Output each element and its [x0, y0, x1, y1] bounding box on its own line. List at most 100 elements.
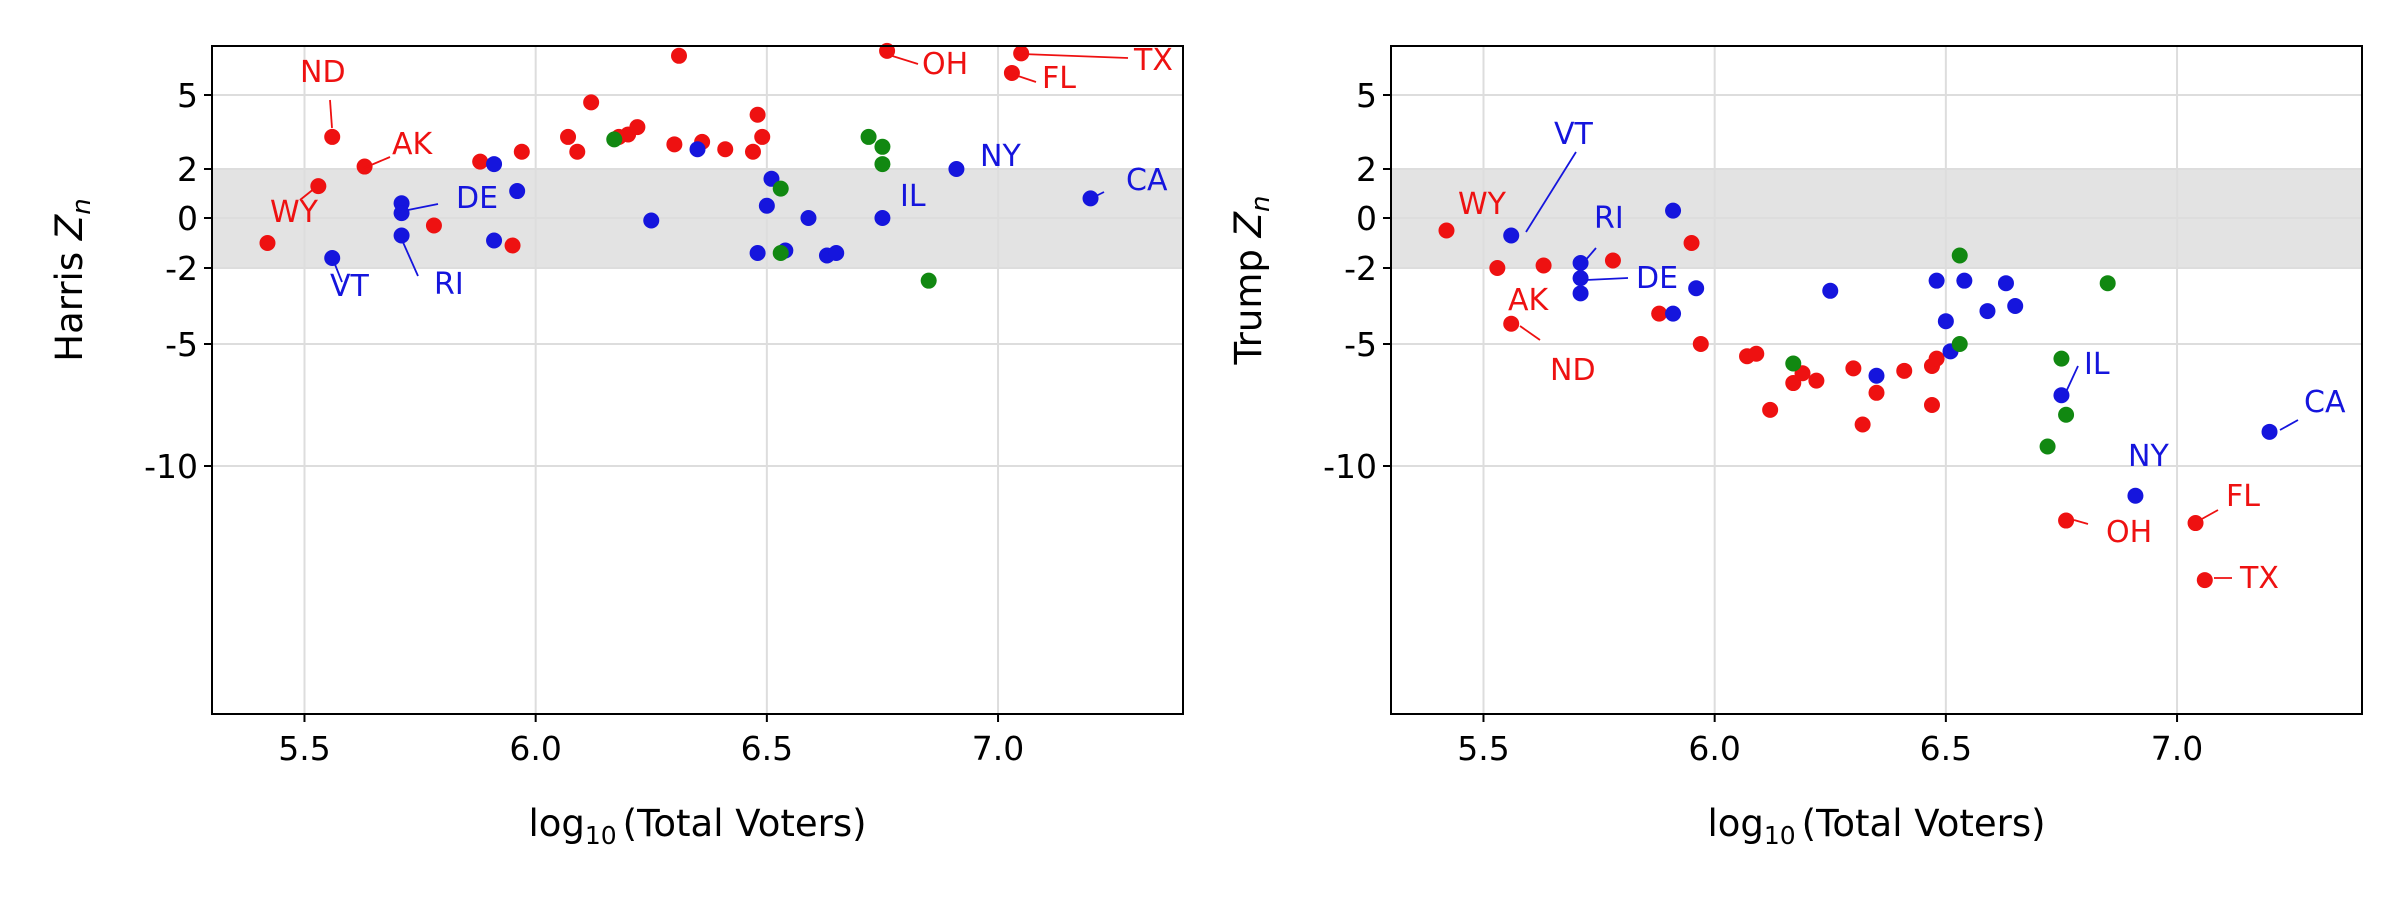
- y-tick-label: -10: [144, 447, 198, 486]
- state-label-de: DE: [456, 181, 498, 216]
- label-leader-line: [1583, 247, 1597, 263]
- data-point-red: [629, 119, 646, 136]
- data-point-red: [1692, 336, 1709, 352]
- label-leader-line: [2073, 519, 2089, 525]
- state-label-vt: VT: [330, 269, 370, 304]
- y-tick-label: -2: [1344, 249, 1377, 288]
- y-tick-label: 5: [177, 76, 198, 115]
- data-point-red: [356, 158, 373, 175]
- x-tick-label: 6.0: [509, 729, 561, 768]
- data-point-blue: [828, 245, 845, 261]
- data-point-blue: [1937, 313, 1954, 330]
- data-point-red: [513, 143, 530, 160]
- label-leader-line: [1021, 53, 1129, 59]
- state-label-wy: WY: [1458, 187, 1507, 222]
- data-point-blue: [643, 212, 660, 229]
- data-point-blue: [393, 205, 410, 222]
- data-point-blue: [1082, 190, 1099, 207]
- data-point-red: [504, 237, 521, 254]
- data-point-blue: [2007, 298, 2024, 314]
- label-leader-line: [1585, 277, 1629, 281]
- data-point-red: [754, 128, 771, 145]
- state-label-ak: AK: [392, 127, 434, 162]
- data-point-blue: [1997, 275, 2014, 292]
- data-point-red: [259, 235, 276, 251]
- data-point-blue: [800, 210, 817, 226]
- label-leader-line: [363, 156, 391, 169]
- data-point-red: [2058, 512, 2075, 529]
- data-point-blue: [1956, 272, 1973, 289]
- data-point-red: [472, 153, 489, 170]
- state-label-oh: OH: [2106, 515, 2152, 550]
- y-tick-label: -5: [165, 325, 198, 364]
- data-point-red: [1868, 384, 1885, 401]
- data-point-green: [874, 138, 891, 155]
- y-axis-title: Harris Zn: [48, 198, 97, 361]
- label-leader-line: [333, 261, 343, 283]
- data-point-green: [772, 180, 789, 197]
- data-point-red: [1808, 372, 1825, 389]
- data-point-red: [1854, 416, 1871, 433]
- state-label-nd: ND: [1550, 353, 1596, 388]
- data-point-blue: [486, 232, 503, 249]
- data-point-blue: [874, 210, 891, 226]
- label-leader-line: [1011, 73, 1037, 83]
- label-leader-line: [2199, 509, 2219, 521]
- data-point-green: [2058, 406, 2075, 423]
- label-leader-line: [329, 99, 333, 129]
- data-point-blue: [1572, 255, 1589, 271]
- data-point-red: [1503, 315, 1520, 332]
- data-point-blue: [1665, 305, 1682, 322]
- data-point-red: [1604, 252, 1621, 269]
- state-label-fl: FL: [1042, 61, 1076, 96]
- data-point-red: [1748, 345, 1765, 362]
- data-point-green: [1951, 336, 1968, 352]
- data-point-blue: [948, 161, 965, 177]
- data-point-red: [1651, 305, 1668, 322]
- state-label-il: IL: [900, 179, 926, 214]
- state-label-il: IL: [2084, 347, 2110, 382]
- data-point-red: [744, 143, 761, 160]
- data-point-blue: [324, 250, 341, 266]
- harris-panel: 5.5 6.0 6.5 7.0 5 2 0 -2 -5 -10 ND AK WY OH FL TX DE VT RI…: [48, 42, 1184, 850]
- x-tick-label: 7.0: [972, 729, 1024, 768]
- data-point-green: [860, 128, 877, 145]
- y-tick-label: -5: [1344, 325, 1377, 364]
- data-point-blue: [2127, 487, 2144, 504]
- data-point-blue: [509, 183, 526, 200]
- data-point-red: [1683, 235, 1700, 251]
- data-point-red: [666, 136, 683, 153]
- data-point-red: [425, 217, 442, 234]
- data-point-blue: [2261, 423, 2278, 440]
- data-point-red: [1928, 350, 1945, 367]
- y-tick-label: 0: [1356, 199, 1377, 238]
- y-axis-title: Trump Zn: [1227, 196, 1276, 366]
- data-point-red: [324, 128, 341, 145]
- state-label-ny: NY: [2128, 439, 2169, 474]
- data-point-red: [1438, 222, 1455, 239]
- label-leader-line: [1519, 325, 1541, 341]
- label-leader-line: [885, 53, 919, 65]
- data-point-green: [2039, 438, 2056, 455]
- data-point-green: [920, 272, 937, 289]
- x-tick-label: 5.5: [278, 729, 330, 768]
- y-tick-label: -2: [165, 249, 198, 288]
- label-leader-line: [397, 203, 439, 213]
- data-point-red: [1896, 362, 1913, 379]
- axes-frame: [211, 45, 1184, 715]
- state-label-ca: CA: [1126, 163, 1168, 198]
- data-point-red: [1923, 397, 1940, 413]
- state-label-nd: ND: [300, 55, 346, 90]
- data-point-blue: [1979, 303, 1996, 320]
- data-point-blue: [1503, 227, 1520, 244]
- data-point-blue: [758, 197, 775, 214]
- y-tick-label: 5: [1356, 76, 1377, 115]
- state-label-ca: CA: [2304, 385, 2346, 420]
- data-point-red: [749, 106, 766, 123]
- data-point-green: [2099, 275, 2116, 292]
- label-leader-line: [1091, 191, 1105, 199]
- data-point-green: [1951, 247, 1968, 264]
- data-point-blue: [1928, 272, 1945, 289]
- label-leader-line: [2065, 365, 2079, 393]
